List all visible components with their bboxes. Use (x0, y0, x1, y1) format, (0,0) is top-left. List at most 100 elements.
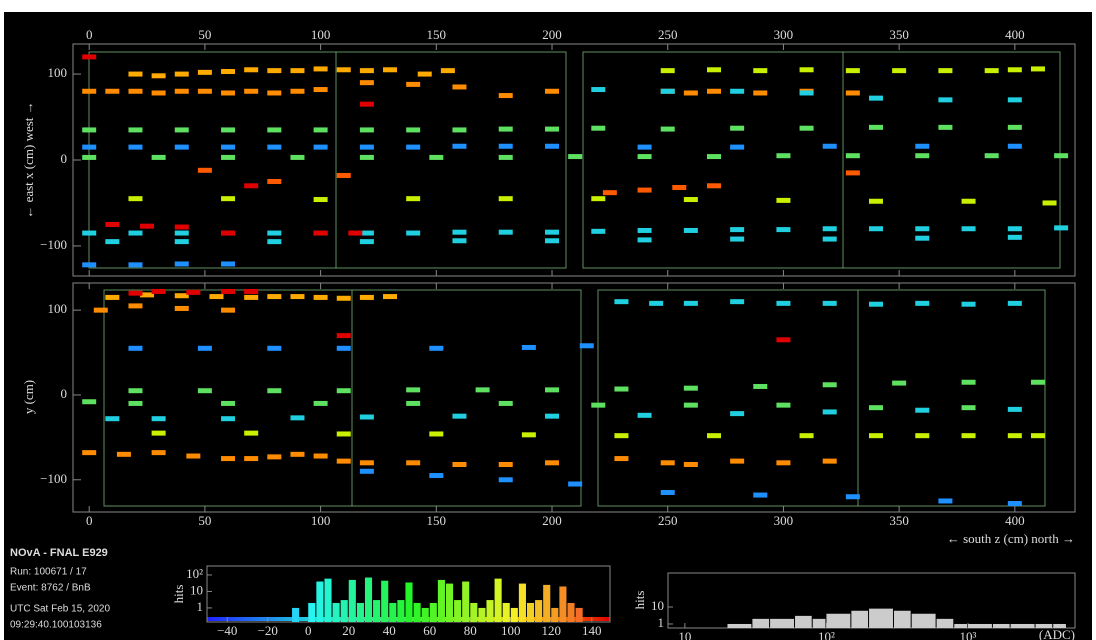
hit (290, 294, 304, 299)
hit (82, 89, 96, 94)
hit (406, 145, 420, 150)
hist-bar (438, 580, 445, 622)
hist-bar (454, 600, 461, 622)
hit (915, 236, 929, 241)
hit (869, 226, 883, 231)
hit (452, 238, 466, 243)
hit (545, 127, 559, 132)
hit (198, 70, 212, 75)
experiment-title: NOvA - FNAL E929 (10, 547, 108, 559)
hit (186, 290, 200, 295)
hist-bar (381, 581, 388, 622)
hist-bar (567, 603, 574, 622)
hit (684, 197, 698, 202)
hit (290, 452, 304, 457)
hit (499, 477, 513, 482)
hist-bar (937, 619, 954, 628)
hist-bar (795, 616, 812, 628)
hit (360, 127, 374, 132)
hit (152, 73, 166, 78)
hit (499, 462, 513, 467)
hit (892, 381, 906, 386)
hit (314, 454, 328, 459)
hit (128, 401, 142, 406)
hit (614, 433, 628, 438)
hit (568, 482, 582, 487)
x-tick-label: −20 (258, 623, 278, 638)
hit (175, 306, 189, 311)
hit (962, 199, 976, 204)
hit (730, 459, 744, 464)
hit (117, 452, 131, 457)
hit (591, 403, 605, 408)
hit (267, 231, 281, 236)
hit (406, 127, 420, 132)
hist-bar (324, 579, 331, 622)
hit (128, 196, 142, 201)
hit (938, 125, 952, 130)
hit (267, 388, 281, 393)
hist-bar (551, 608, 558, 622)
hit (638, 228, 652, 233)
hit (938, 498, 952, 503)
hit (684, 90, 698, 95)
top-y-axis-title: ← east x (cm) west → (21, 101, 36, 218)
hit (776, 227, 790, 232)
hit (730, 227, 744, 232)
hit (267, 90, 281, 95)
hist-bar (912, 614, 936, 628)
hit (938, 97, 952, 102)
x-tick-label: 50 (198, 513, 211, 528)
hit (452, 462, 466, 467)
hit (175, 127, 189, 132)
hit (337, 388, 351, 393)
x-tick-label: 100 (311, 513, 331, 528)
hist-bar (462, 582, 469, 622)
hit (267, 239, 281, 244)
hit (800, 433, 814, 438)
hit (776, 153, 790, 158)
hit (823, 226, 837, 231)
hit (314, 145, 328, 150)
hit (244, 67, 258, 72)
x-tick-label: −40 (217, 623, 237, 638)
hit (962, 226, 976, 231)
hit (962, 405, 976, 410)
hit (800, 126, 814, 131)
hit (360, 295, 374, 300)
hit (452, 127, 466, 132)
hit (707, 433, 721, 438)
hit (499, 230, 513, 235)
hit (1008, 144, 1022, 149)
hist-bar (341, 600, 348, 622)
hist-bar (373, 600, 380, 622)
hit (452, 144, 466, 149)
hit (730, 411, 744, 416)
hit (638, 145, 652, 150)
hit (337, 173, 351, 178)
hit (1008, 125, 1022, 130)
hit (661, 68, 675, 73)
hit (140, 224, 154, 229)
x-tick-label: 200 (542, 513, 562, 528)
hit (128, 89, 142, 94)
hist-bar (349, 580, 356, 622)
hit (545, 238, 559, 243)
hit (869, 302, 883, 307)
hit (82, 231, 96, 236)
hit (1008, 433, 1022, 438)
hist-bar (405, 582, 412, 622)
hit (707, 183, 721, 188)
hit (128, 127, 142, 132)
hit (1031, 433, 1045, 438)
hit (1054, 153, 1068, 158)
hit (209, 294, 223, 299)
hit (614, 387, 628, 392)
hit (707, 154, 721, 159)
hit (267, 145, 281, 150)
hit (1054, 225, 1068, 230)
hit (823, 301, 837, 306)
hit (221, 145, 235, 150)
hit (730, 299, 744, 304)
hit (337, 431, 351, 436)
